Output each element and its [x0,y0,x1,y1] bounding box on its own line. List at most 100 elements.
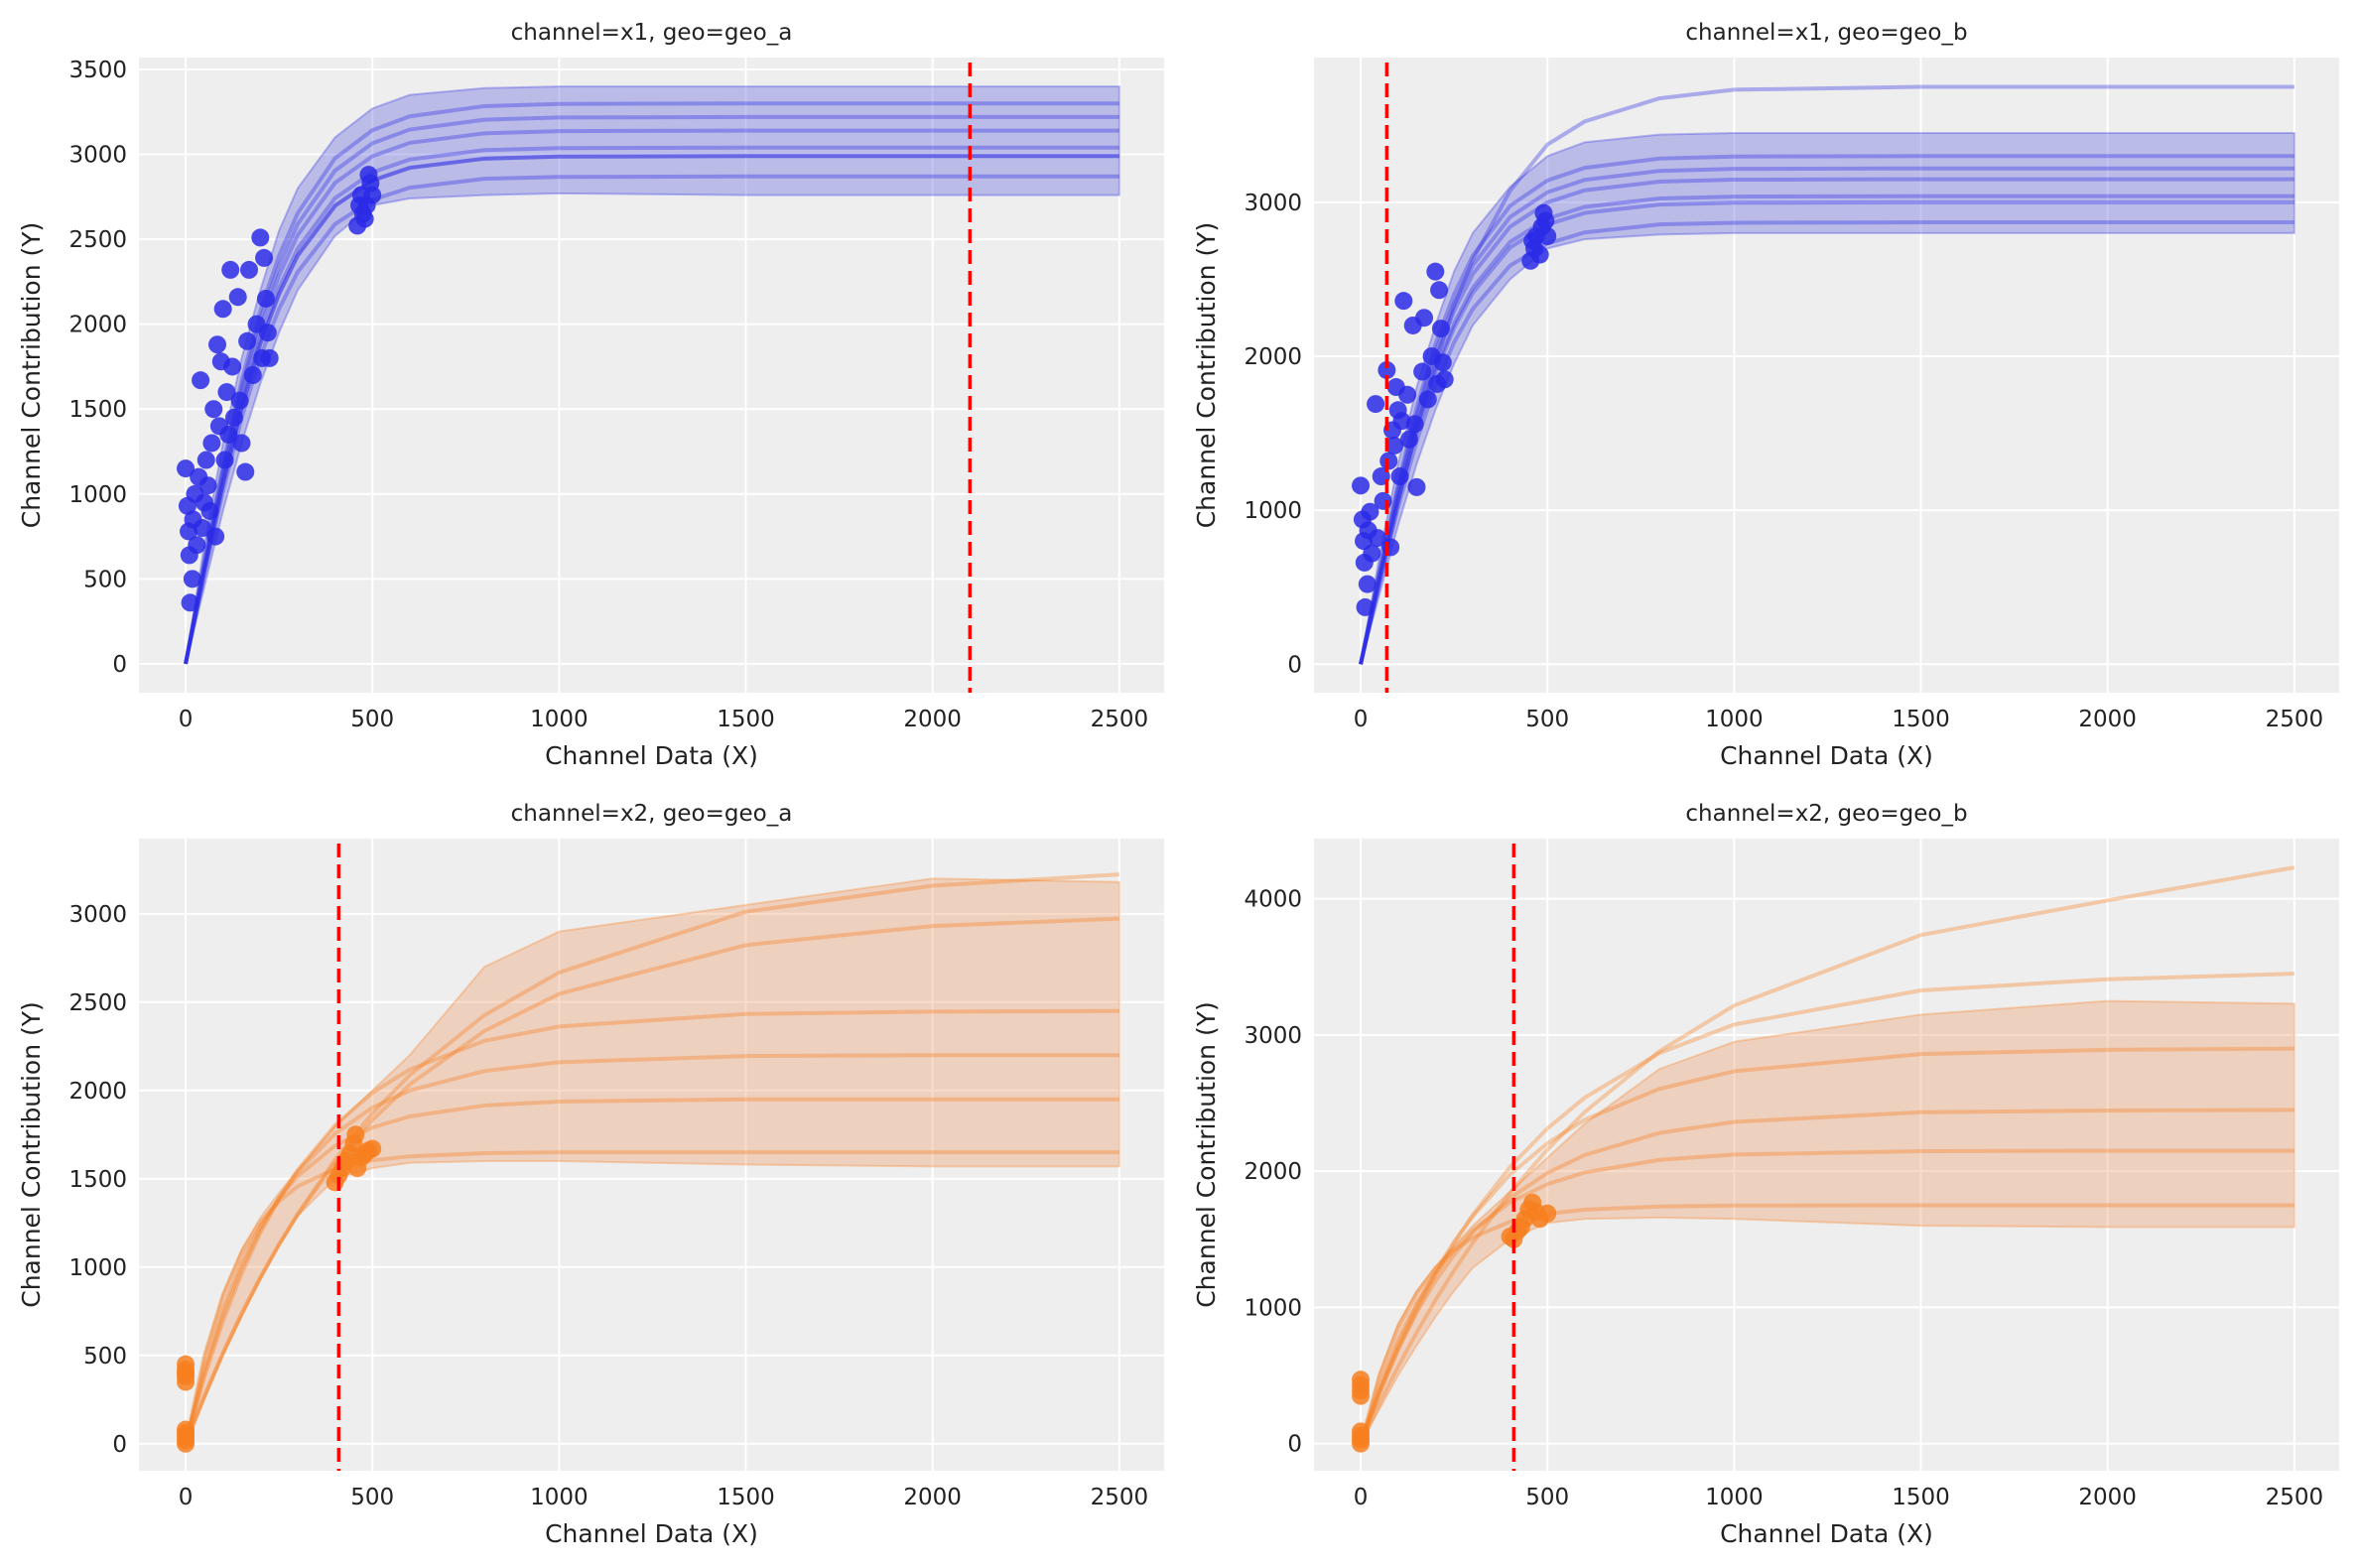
data-point [177,1355,196,1373]
data-point [200,501,219,520]
x-tick-label: 2500 [2266,1485,2324,1510]
posterior-curve-3 [1359,166,2294,665]
data-point [1361,502,1379,521]
x-axis-label: Channel Data (X) [1720,741,1933,770]
subplot-4: 0 500 1000 1500 2000 2500 0 1000 2000 3000 4000 cha… [1192,801,2339,1548]
x-tick-label: 500 [1525,707,1569,732]
data-point [236,462,255,481]
y-tick-label: 2000 [1244,344,1302,370]
data-point [213,300,232,319]
posterior-curve-6 [1359,1203,2294,1445]
data-point [258,324,277,342]
subplot-title: channel=x1, geo=geo_b [1685,20,1967,46]
y-tick-label: 4000 [1244,887,1302,913]
data-point [240,260,259,279]
x-tick-label: 2000 [903,1485,962,1510]
data-point [1405,415,1424,434]
data-point [217,383,236,402]
data-point [1379,452,1398,470]
data-point [355,209,374,228]
data-point [363,186,382,204]
posterior-curve-2 [1359,154,2294,665]
posterior-curve-5 [1359,1148,2294,1445]
x-tick-label: 1500 [1892,1485,1950,1510]
x-tick-label: 2000 [903,707,962,732]
y-tick-label: 0 [112,652,127,678]
data-point [1426,262,1445,281]
data-point [243,366,262,384]
data-point [1358,575,1377,593]
posterior-curve-2 [1359,972,2294,1445]
subplot-2: 0 500 1000 1500 2000 2500 0 1000 2000 3000 channel… [1192,20,2339,770]
y-tick-label: 1000 [68,482,127,508]
x-tick-label: 0 [179,707,194,732]
data-point [1363,544,1381,563]
posterior-curve-3 [184,1008,1119,1445]
data-point [177,1420,196,1439]
data-point [1435,370,1454,389]
data-point [256,289,275,308]
data-point [192,371,210,390]
x-tick-label: 1500 [1892,707,1950,732]
data-point [198,476,217,495]
data-point [215,451,234,469]
data-point [193,519,211,538]
data-point [219,425,238,444]
subplot-title: channel=x2, geo=geo_a [511,801,793,827]
y-tick-label: 3000 [68,902,127,928]
x-tick-label: 2500 [2266,707,2324,732]
data-point [223,357,242,376]
plot-area [139,839,1164,1471]
y-tick-label: 3000 [68,143,127,169]
y-tick-label: 1500 [68,1167,127,1193]
x-tick-label: 2500 [1091,1485,1149,1510]
y-tick-label: 500 [83,567,127,592]
data-point [1399,430,1418,449]
data-point [202,434,221,453]
y-tick-label: 3000 [1244,1023,1302,1049]
data-point [1356,597,1375,616]
posterior-curve-4 [1359,1108,2294,1445]
subplot-1: 0 500 1000 1500 2000 2500 0 500 1000 1500 2000 2500… [17,20,1164,770]
data-point [224,408,243,427]
x-tick-label: 0 [1354,707,1369,732]
data-point [1367,395,1385,414]
posterior-curve-1 [1359,865,2295,1445]
y-tick-label: 3500 [68,58,127,83]
data-point [1368,529,1386,548]
hdi-band [1360,999,2295,1445]
x-tick-label: 1000 [530,707,589,732]
x-tick-label: 0 [179,1485,194,1510]
data-point [197,451,215,469]
x-tick-label: 2500 [1091,707,1149,732]
x-axis-label: Channel Data (X) [545,741,758,770]
x-tick-label: 500 [1525,1485,1569,1510]
data-point [1536,211,1555,230]
y-axis-label: Channel Contribution (Y) [1192,222,1221,529]
data-point [1352,476,1371,495]
y-tick-label: 1500 [68,397,127,423]
y-axis-label: Channel Contribution (Y) [1192,1001,1221,1308]
y-tick-label: 3000 [1244,191,1302,216]
data-point [1352,1422,1371,1441]
x-tick-label: 2000 [2078,707,2137,732]
data-point [204,400,223,419]
posterior-curve-1 [184,872,1119,1445]
x-axis-label: Channel Data (X) [545,1519,758,1548]
y-tick-label: 1000 [68,1255,127,1281]
data-point [1415,309,1434,327]
subplot-title: channel=x2, geo=geo_b [1685,801,1967,827]
x-tick-label: 0 [1354,1485,1369,1510]
data-point [1433,353,1452,372]
data-point [230,391,249,410]
posterior-curve-5 [184,1097,1119,1445]
data-point [1431,320,1450,338]
x-tick-label: 1500 [717,1485,775,1510]
x-tick-label: 1000 [530,1485,589,1510]
data-point [1381,538,1400,557]
y-tick-label: 0 [112,1432,127,1458]
plot-area [139,58,1164,693]
data-point [1374,491,1392,510]
data-point [346,1125,365,1144]
